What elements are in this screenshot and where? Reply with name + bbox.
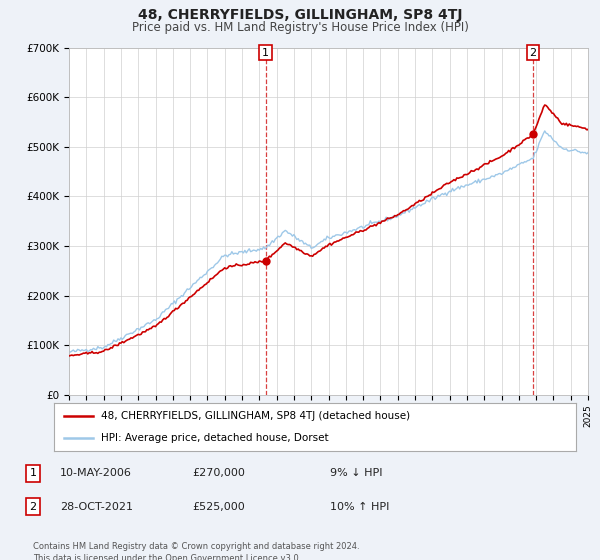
Text: 48, CHERRYFIELDS, GILLINGHAM, SP8 4TJ (detached house): 48, CHERRYFIELDS, GILLINGHAM, SP8 4TJ (d… bbox=[101, 411, 410, 421]
Text: 1: 1 bbox=[262, 48, 269, 58]
Text: 10-MAY-2006: 10-MAY-2006 bbox=[60, 468, 132, 478]
Text: £270,000: £270,000 bbox=[192, 468, 245, 478]
Text: 2: 2 bbox=[530, 48, 537, 58]
Text: £525,000: £525,000 bbox=[192, 502, 245, 512]
Text: 9% ↓ HPI: 9% ↓ HPI bbox=[330, 468, 383, 478]
Text: 28-OCT-2021: 28-OCT-2021 bbox=[60, 502, 133, 512]
Text: 48, CHERRYFIELDS, GILLINGHAM, SP8 4TJ: 48, CHERRYFIELDS, GILLINGHAM, SP8 4TJ bbox=[138, 8, 462, 22]
Text: 10% ↑ HPI: 10% ↑ HPI bbox=[330, 502, 389, 512]
Text: 2: 2 bbox=[29, 502, 37, 512]
Text: Contains HM Land Registry data © Crown copyright and database right 2024.
This d: Contains HM Land Registry data © Crown c… bbox=[33, 542, 359, 560]
Text: HPI: Average price, detached house, Dorset: HPI: Average price, detached house, Dors… bbox=[101, 433, 329, 443]
Text: Price paid vs. HM Land Registry's House Price Index (HPI): Price paid vs. HM Land Registry's House … bbox=[131, 21, 469, 34]
Text: 1: 1 bbox=[29, 468, 37, 478]
